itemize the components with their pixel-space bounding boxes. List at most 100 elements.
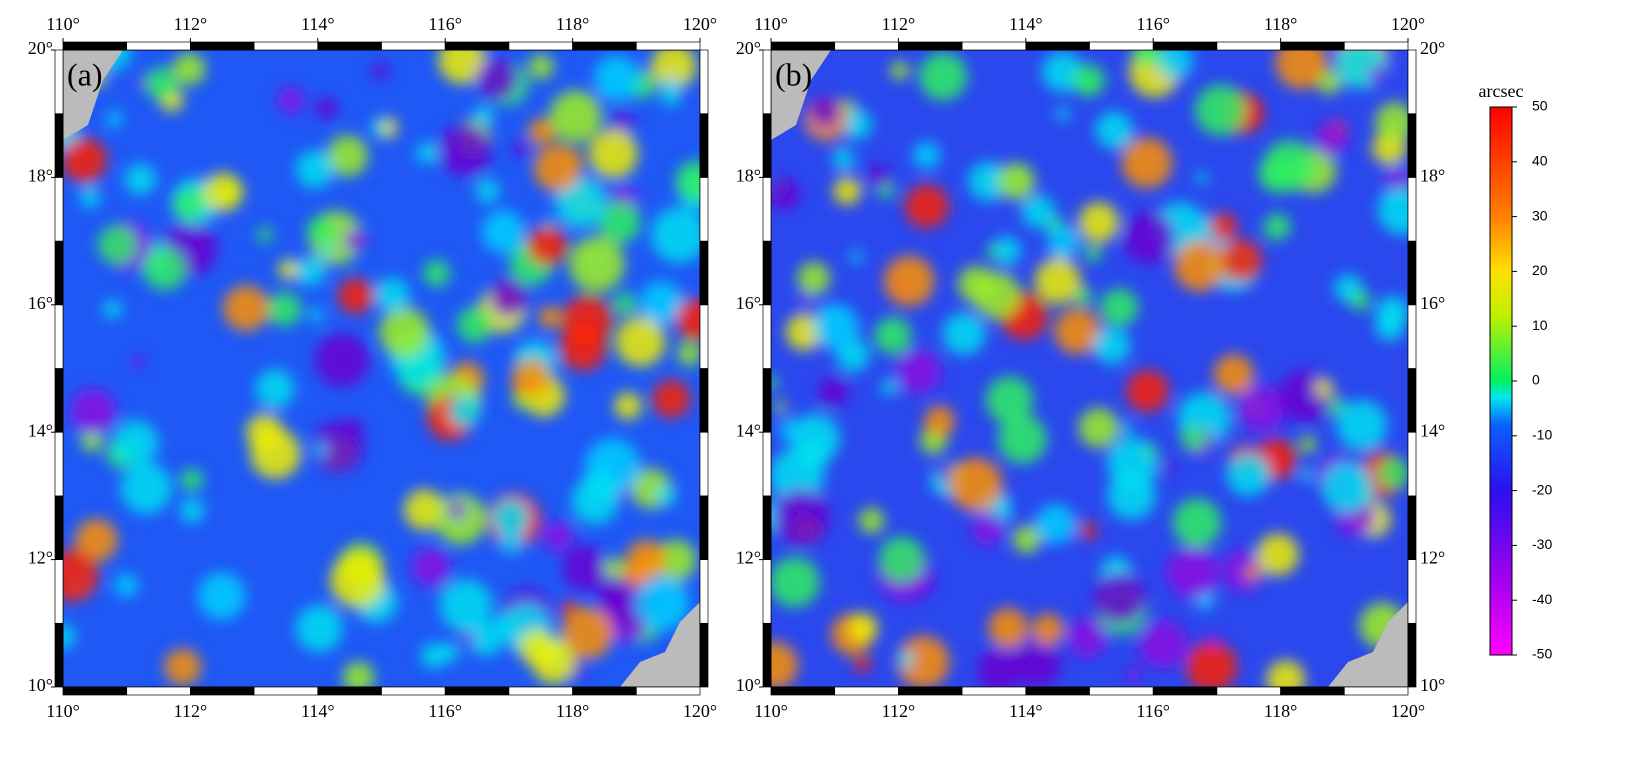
frame-stripe: [762, 495, 772, 560]
blob: [132, 355, 145, 368]
frame-stripe: [54, 113, 64, 178]
blob: [942, 312, 986, 356]
blob: [622, 560, 649, 588]
blob: [593, 55, 640, 102]
y-tick-label: 18°: [28, 166, 53, 186]
blob: [69, 388, 117, 435]
blob: [1138, 620, 1188, 669]
blob: [677, 341, 700, 366]
frame-stripe: [126, 41, 191, 51]
blob: [511, 358, 551, 398]
blob: [337, 278, 374, 314]
frame-stripe: [699, 304, 709, 369]
land: [1328, 602, 1408, 687]
frame-stripe: [253, 41, 319, 51]
frame-stripe: [444, 41, 510, 51]
blob: [771, 177, 801, 210]
blob: [1093, 572, 1147, 625]
frame-stripe: [54, 368, 64, 433]
y-tick-label: 12°: [28, 548, 53, 568]
blob: [997, 162, 1035, 200]
blob: [512, 139, 531, 158]
blob: [559, 323, 607, 371]
colorbar-tick-label: 50: [1532, 98, 1548, 114]
blob: [652, 380, 691, 418]
frame-stripe: [898, 41, 963, 51]
frame-stripe: [1343, 41, 1409, 51]
frame-stripe: [1407, 113, 1417, 178]
blob: [1377, 185, 1408, 235]
blob: [448, 395, 481, 428]
blob: [143, 247, 186, 291]
frame-stripe: [253, 686, 319, 696]
blob: [890, 61, 909, 81]
blob: [549, 90, 602, 143]
blob: [343, 228, 368, 252]
panel-label: (a): [67, 56, 103, 92]
blob: [1300, 468, 1313, 482]
frame-stripe: [762, 49, 772, 115]
blob: [489, 277, 529, 317]
x-tick-label: 110°: [754, 701, 788, 721]
frame-stripe: [317, 41, 382, 51]
frame-stripe: [1216, 686, 1281, 696]
blob: [63, 137, 107, 183]
blob: [588, 129, 638, 179]
blob: [904, 184, 949, 229]
blob: [1161, 460, 1175, 475]
frame-stripe: [898, 686, 963, 696]
blob: [1046, 225, 1080, 259]
blob: [375, 277, 410, 312]
frame-stripe: [54, 495, 64, 560]
x-tick-label: 114°: [1009, 14, 1043, 34]
blob: [660, 86, 681, 107]
colorbar-tick-label: -40: [1532, 591, 1552, 607]
blob: [1180, 425, 1207, 452]
blob: [615, 316, 666, 367]
x-tick-label: 112°: [882, 701, 916, 721]
frame-stripe: [699, 431, 709, 497]
x-tick-label: 110°: [46, 14, 80, 34]
blob: [1313, 122, 1348, 157]
blob: [1012, 639, 1061, 687]
blob: [475, 179, 500, 204]
frame-stripe: [699, 49, 709, 115]
blob: [1084, 244, 1102, 262]
frame-stripe: [762, 368, 772, 433]
blob: [296, 256, 326, 287]
blob: [639, 281, 684, 325]
x-tick-label: 118°: [556, 14, 590, 34]
frame-stripe: [762, 431, 772, 497]
blob: [774, 400, 787, 413]
blob: [63, 624, 76, 649]
frame-stripe: [1407, 495, 1417, 560]
blob: [985, 376, 1034, 424]
blob: [571, 477, 619, 525]
blob: [456, 306, 493, 343]
blob: [874, 317, 912, 355]
blob: [1205, 632, 1219, 646]
blob: [120, 462, 172, 514]
blob: [789, 413, 841, 464]
frame-stripe: [54, 177, 64, 242]
x-tick-label: 116°: [1136, 14, 1170, 34]
blob: [878, 536, 925, 583]
blob: [1377, 457, 1408, 490]
blob: [799, 292, 814, 308]
blob: [883, 255, 935, 307]
y-tick-label: 12°: [736, 548, 761, 568]
blob: [948, 457, 1003, 512]
x-tick-label: 116°: [428, 701, 462, 721]
blob: [675, 160, 700, 202]
blob: [1195, 171, 1208, 185]
y-tick-label: 20°: [1420, 38, 1445, 58]
blob: [1166, 563, 1183, 581]
blob: [1132, 50, 1162, 66]
blob: [420, 643, 447, 669]
blob: [257, 227, 273, 243]
blob: [114, 573, 139, 598]
colorbar: [1489, 106, 1513, 656]
blob: [74, 518, 118, 562]
frame-stripe: [770, 41, 836, 51]
blob: [842, 109, 873, 140]
